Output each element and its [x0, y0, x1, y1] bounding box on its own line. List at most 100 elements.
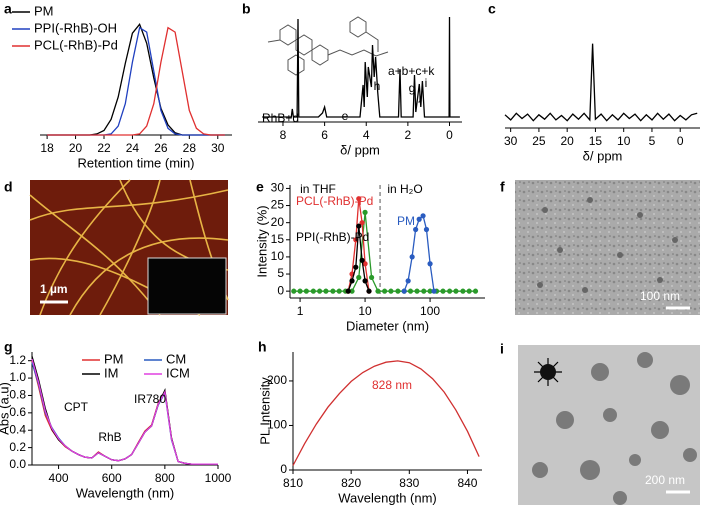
- x-tick-label: 8: [280, 128, 287, 142]
- data-point: [466, 288, 472, 294]
- x-tick-label: 6: [321, 128, 328, 142]
- series-line: [504, 43, 698, 122]
- series-line: [47, 26, 225, 136]
- x-tick-label: 18: [40, 141, 54, 155]
- series-label: PM: [397, 214, 415, 228]
- panel-label: g: [4, 339, 13, 355]
- x-tick-label: 15: [589, 134, 603, 148]
- data-point: [317, 288, 323, 294]
- annotation: h: [374, 79, 381, 93]
- y-tick-label: 0: [277, 283, 284, 297]
- x-axis-label: Retention time (min): [77, 155, 194, 170]
- data-point: [366, 288, 372, 294]
- y-tick-label: 30: [271, 181, 285, 195]
- y-tick-label: 20: [271, 215, 285, 229]
- data-point: [297, 288, 303, 294]
- legend-label: PCL(-RhB)-Pd: [34, 37, 118, 52]
- x-tick-label: 25: [532, 134, 546, 148]
- y-axis-label: Abs (a.u): [0, 382, 11, 435]
- series-line: [31, 358, 218, 465]
- y-tick-label: 5: [277, 266, 284, 280]
- y-tick-label: 1.0: [9, 370, 26, 384]
- x-tick-label: 600: [102, 471, 122, 485]
- x-tick-label: 2: [405, 128, 412, 142]
- scale-bar-label: 200 nm: [645, 473, 685, 487]
- y-tick-label: 0.0: [9, 457, 26, 471]
- x-tick-label: 0: [446, 128, 453, 142]
- x-tick-label: 20: [69, 141, 83, 155]
- legend-label: PPI(-RhB)-OH: [34, 20, 117, 35]
- y-axis-label: PL Intensity: [257, 377, 272, 445]
- series-line: [31, 362, 218, 465]
- data-point: [323, 288, 329, 294]
- x-tick-label: 30: [211, 141, 225, 155]
- x-tick-label: 0: [677, 134, 684, 148]
- data-point: [356, 223, 362, 229]
- data-point: [359, 257, 365, 263]
- x-axis-label: Wavelength (nm): [338, 490, 437, 505]
- y-tick-label: 200: [267, 373, 287, 387]
- panel-label: c: [488, 1, 496, 17]
- data-point: [395, 288, 401, 294]
- data-point: [416, 216, 422, 222]
- scale-bar-label: 1 µm: [40, 282, 68, 296]
- data-point: [359, 220, 365, 226]
- data-point: [356, 196, 362, 202]
- tem-image: [515, 180, 700, 315]
- data-point: [405, 278, 411, 284]
- annotation: in H₂O: [387, 182, 422, 196]
- data-point: [460, 288, 466, 294]
- x-tick-label: 840: [457, 476, 477, 490]
- data-point: [362, 278, 368, 284]
- y-tick-label: 0.4: [9, 422, 26, 436]
- y-tick-label: 10: [271, 249, 285, 263]
- data-point: [427, 288, 433, 294]
- series-line: [292, 360, 480, 466]
- panel-label: h: [258, 339, 267, 355]
- tem-image: [518, 345, 700, 505]
- annotation: CPT: [64, 400, 89, 414]
- data-point: [356, 274, 362, 281]
- series-line: [31, 356, 218, 465]
- panel-label: f: [500, 179, 505, 195]
- x-axis-label: δ/ ppm: [583, 148, 623, 163]
- data-point: [420, 213, 426, 219]
- y-tick-label: 25: [271, 198, 285, 212]
- data-point: [409, 254, 415, 260]
- legend-label: ICM: [166, 365, 190, 380]
- x-tick-label: 1: [297, 304, 304, 318]
- x-tick-label: 10: [358, 304, 372, 318]
- afm-image: [29, 179, 229, 316]
- data-point: [349, 278, 355, 284]
- y-tick-label: 15: [271, 232, 285, 246]
- annotation: i: [425, 76, 428, 90]
- panel-label: b: [242, 1, 251, 17]
- annotation: in THF: [300, 182, 336, 196]
- data-point: [336, 288, 342, 294]
- x-tick-label: 26: [154, 141, 168, 155]
- data-point: [414, 288, 420, 294]
- annotation: IR780: [134, 392, 166, 406]
- x-tick-label: 820: [341, 476, 361, 490]
- x-tick-label: 20: [560, 134, 574, 148]
- x-tick-label: 830: [399, 476, 419, 490]
- x-tick-label: 400: [49, 471, 69, 485]
- y-tick-label: 0: [280, 462, 287, 476]
- panel-label: a: [4, 1, 12, 17]
- x-tick-label: 810: [283, 476, 303, 490]
- annotation: g: [409, 81, 416, 95]
- x-axis-label: Diameter (nm): [346, 318, 429, 333]
- y-tick-label: 0.8: [9, 388, 26, 402]
- x-tick-label: 30: [504, 134, 518, 148]
- legend-label: PM: [34, 3, 54, 18]
- data-point: [472, 288, 479, 294]
- x-tick-label: 28: [183, 141, 197, 155]
- data-point: [447, 288, 453, 294]
- data-point: [382, 288, 388, 294]
- data-point: [440, 288, 446, 294]
- series-line: [262, 16, 460, 118]
- y-tick-label: 100: [267, 418, 287, 432]
- y-axis-label: Intensity (%): [254, 205, 269, 277]
